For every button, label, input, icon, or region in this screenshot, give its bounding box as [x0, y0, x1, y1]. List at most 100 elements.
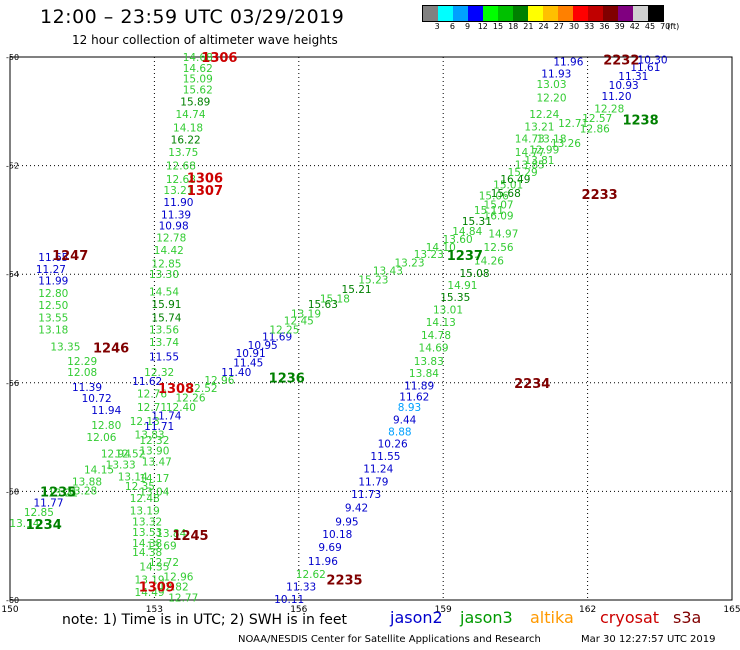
wave-height-value: 12.99	[529, 144, 559, 156]
legend-swatch	[513, 6, 528, 21]
plot-frame	[9, 56, 733, 601]
legend-swatch	[483, 6, 498, 21]
wave-height-value: 11.71	[144, 421, 174, 433]
wave-height-value: 13.47	[142, 457, 172, 469]
wave-height-value: 13.14	[118, 472, 148, 484]
satellite-s3a: s3a	[673, 608, 702, 627]
wave-height-value: 12.06	[86, 432, 116, 444]
wave-height-value: 12.40	[166, 402, 196, 414]
wave-height-value: 10.30	[638, 55, 668, 67]
wave-height-value: 14.17	[139, 473, 169, 485]
wave-height-value: 14.38	[132, 538, 162, 550]
wave-height-value: 12.13	[130, 416, 160, 428]
legend-tick: 33	[584, 22, 595, 31]
wave-height-value: 13.90	[139, 446, 169, 458]
legend-swatch	[453, 6, 468, 21]
wave-height-value: 14.10	[426, 242, 456, 254]
legend-swatch	[528, 6, 543, 21]
wave-height-value: 9.44	[393, 415, 417, 427]
wave-height-value: 13.28	[67, 485, 97, 497]
wave-height-value: 11.55	[370, 451, 400, 463]
track-label: 1245	[172, 529, 208, 544]
wave-height-value: 12.85	[24, 507, 54, 519]
wave-height-value: 11.89	[404, 381, 434, 393]
wave-height-value: 15.11	[474, 205, 504, 217]
wave-height-value: 12.28	[594, 104, 624, 116]
footer-credit: NOAA/NESDIS Center for Satellite Applica…	[238, 634, 541, 645]
legend-tick: 12	[477, 22, 488, 31]
track-label: 2233	[582, 188, 618, 203]
wave-height-value: 13.23	[414, 249, 444, 261]
legend-swatch	[633, 6, 648, 21]
wave-height-value: 11.33	[286, 581, 316, 593]
wave-height-value: 14.69	[419, 343, 449, 355]
wave-height-value: 11.39	[72, 382, 102, 394]
wave-height-value: 15.62	[183, 85, 213, 97]
satellite-altika: altika	[530, 608, 574, 627]
track-label: 1237	[447, 249, 483, 264]
wave-height-value: 14.42	[154, 245, 184, 257]
wave-height-value: 12.48	[130, 493, 160, 505]
wave-height-value: 9.69	[318, 542, 341, 554]
x-tick-label: 165	[723, 605, 740, 615]
color-scale-legend	[422, 5, 664, 22]
wave-height-value: 15.35	[440, 292, 470, 304]
legend-swatch	[588, 6, 603, 21]
wave-height-value: 11.73	[351, 489, 381, 501]
wave-height-value: 11.55	[149, 352, 179, 364]
wave-height-value: 15.06	[479, 190, 509, 202]
legend-tick: 70	[660, 22, 671, 31]
wave-height-value: 14.15	[84, 465, 114, 477]
y-tick-label: -54	[6, 270, 19, 279]
wave-height-value: 13.83	[135, 429, 165, 441]
wave-height-value: 14.26	[474, 256, 504, 268]
wave-height-value: 12.57	[582, 113, 612, 125]
wave-height-value: 11.94	[91, 405, 121, 417]
wave-height-value: 13.18	[38, 325, 68, 337]
wave-height-value: 14.97	[488, 228, 518, 240]
wave-height-value: 12.62	[296, 569, 326, 581]
legend-swatch	[603, 6, 618, 21]
track-label: 1236	[269, 371, 305, 386]
wave-height-value: 13.43	[373, 265, 403, 277]
wave-height-value: 12.32	[144, 367, 174, 379]
wave-height-value: 11.62	[132, 376, 162, 388]
wave-height-value: 13.56	[149, 325, 179, 337]
wave-height-value: 11.96	[308, 556, 338, 568]
legend-tick: 30	[568, 22, 580, 31]
track-label: 2232	[603, 54, 639, 69]
track-label: 1307	[187, 184, 223, 199]
wave-height-value: 10.98	[159, 220, 189, 232]
wave-height-value: 12.72	[149, 557, 179, 569]
satellite-jason2: jason2	[390, 608, 443, 627]
chart-subtitle: 12 hour collection of altimeter wave hei…	[72, 33, 338, 47]
track-label: 1234	[26, 518, 62, 533]
wave-height-value: 12.80	[91, 420, 121, 432]
wave-height-value: 13.21	[524, 122, 554, 134]
wave-height-value: 10.95	[248, 340, 278, 352]
wave-height-value: 12.45	[284, 315, 314, 327]
wave-height-value: 15.21	[342, 284, 372, 296]
wave-height-value: 13.53	[132, 527, 162, 539]
wave-height-value: 12.50	[38, 300, 68, 312]
wave-height-value: 15.89	[180, 97, 210, 109]
wave-height-value: 14.35	[139, 561, 169, 573]
legend-swatch	[618, 6, 633, 21]
wave-height-value: 9.95	[335, 516, 358, 528]
legend-swatch	[468, 6, 483, 21]
wave-height-value: 13.19	[291, 308, 321, 320]
wave-height-value: 11.24	[363, 464, 393, 476]
wave-height-value: 13.21	[163, 185, 193, 197]
legend-tick: 36	[599, 22, 610, 31]
wave-height-value: 15.23	[358, 275, 388, 287]
wave-height-value: 13.01	[433, 304, 463, 316]
wave-height-value: 15.09	[183, 74, 213, 86]
legend-tick: 24	[538, 22, 549, 31]
legend-tick: 39	[614, 22, 625, 31]
track-label: 1246	[93, 342, 129, 357]
wave-height-value: 12.32	[139, 435, 169, 447]
wave-height-value: 11.96	[553, 56, 583, 68]
wave-height-value: 12.26	[175, 392, 205, 404]
wave-height-value: 14.84	[452, 226, 482, 238]
wave-height-value: 9.42	[345, 503, 368, 515]
